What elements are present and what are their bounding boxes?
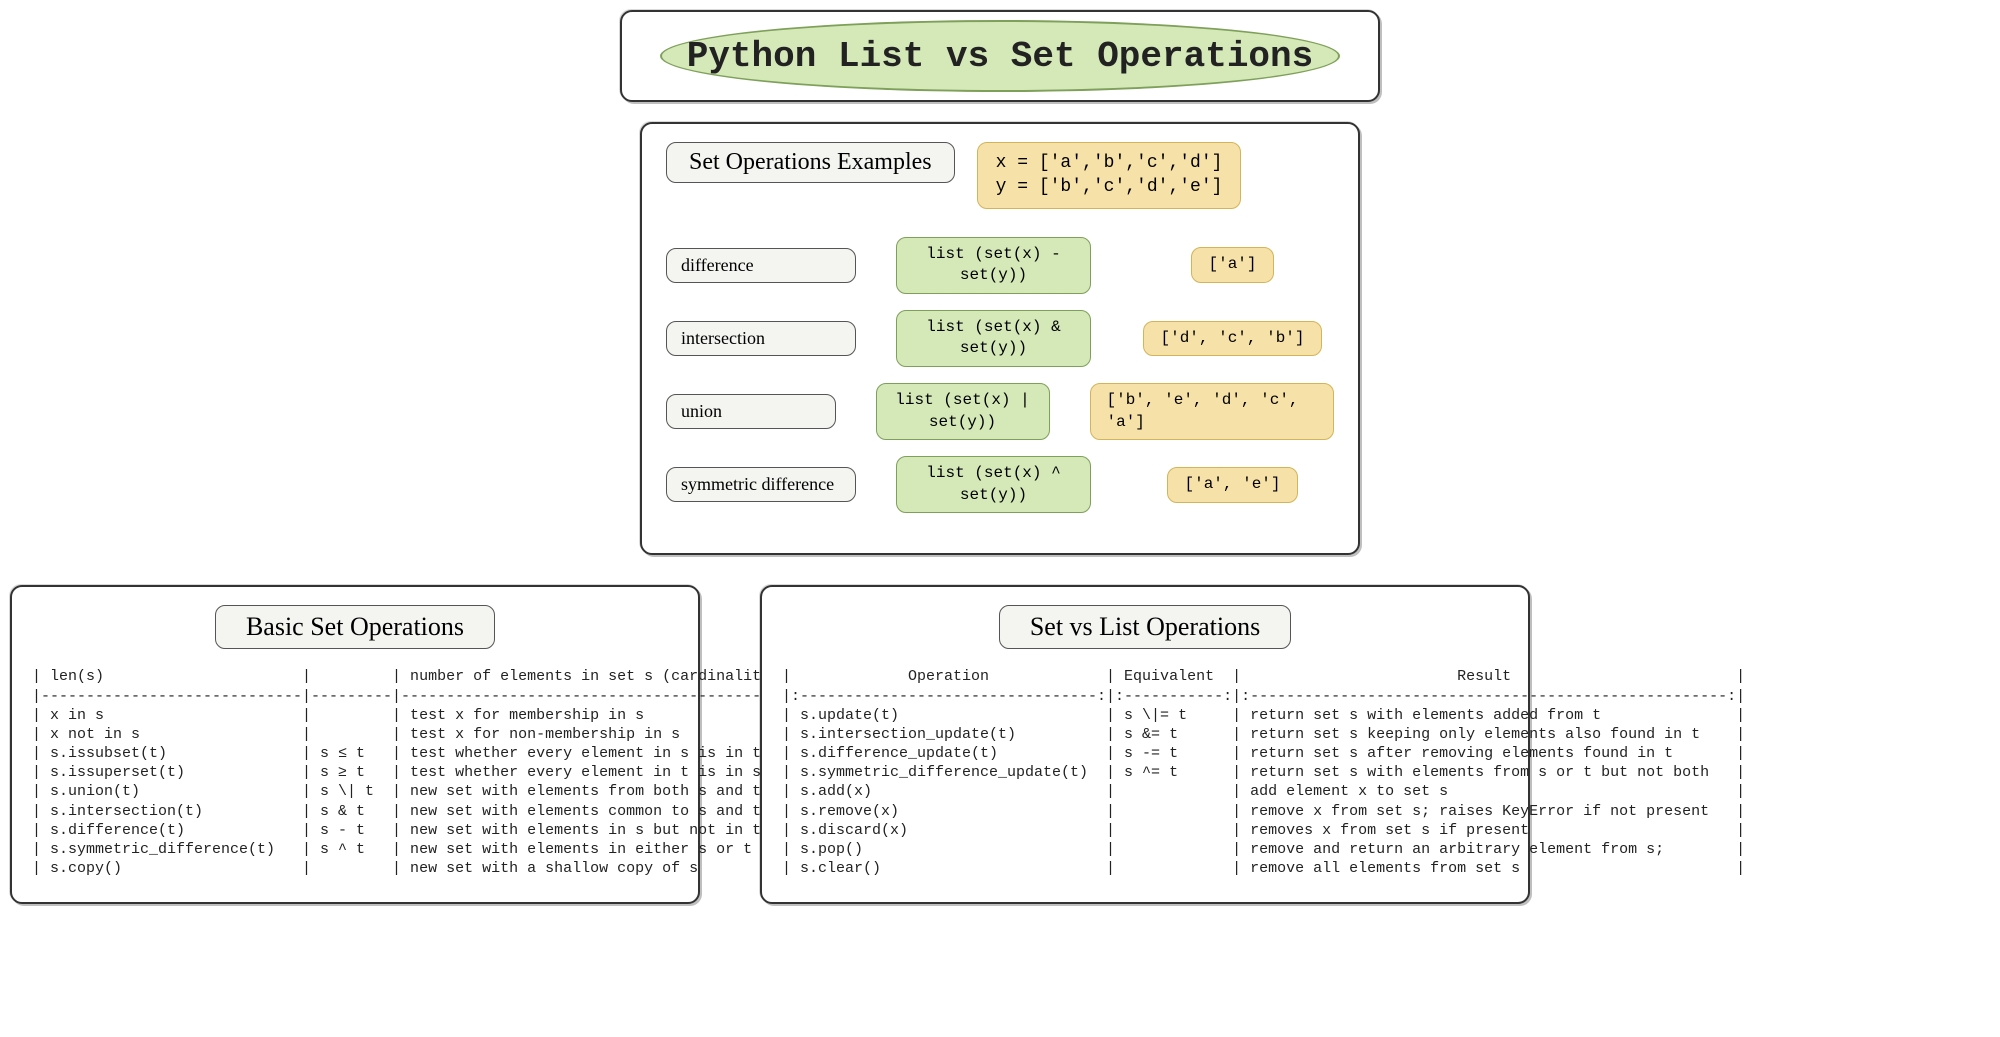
setup-line-2: y = ['b','c','d','e'] [996, 175, 1223, 199]
examples-panel: Set Operations Examples x = ['a','b','c'… [640, 122, 1360, 555]
operation-code: list (set(x) - set(y)) [896, 237, 1091, 294]
highlight-box [32, 704, 302, 881]
operation-name: symmetric difference [666, 467, 856, 502]
operation-code: list (set(x) | set(y)) [876, 383, 1050, 440]
operation-name: union [666, 394, 836, 429]
basic-set-ops-panel: Basic Set Operations | len(s) | | number… [10, 585, 700, 904]
highlight-box [782, 704, 1106, 881]
set-vs-list-title: Set vs List Operations [999, 605, 1291, 649]
basic-set-ops-title: Basic Set Operations [215, 605, 495, 649]
examples-heading: Set Operations Examples [666, 142, 955, 183]
example-row: union list (set(x) | set(y)) ['b', 'e', 'd… [666, 383, 1334, 440]
operation-name: intersection [666, 321, 856, 356]
operation-result: ['a'] [1191, 247, 1273, 283]
operation-result: ['b', 'e', 'd', 'c', 'a'] [1090, 383, 1335, 440]
title-panel: Python List vs Set Operations [620, 10, 1380, 102]
example-row: difference list (set(x) - set(y)) ['a'] [666, 237, 1334, 294]
example-row: intersection list (set(x) & set(y)) ['d', … [666, 310, 1334, 367]
operation-code: list (set(x) & set(y)) [896, 310, 1091, 367]
operation-name: difference [666, 248, 856, 283]
setup-line-1: x = ['a','b','c','d'] [996, 151, 1223, 175]
operation-code: list (set(x) ^ set(y)) [896, 456, 1091, 513]
examples-setup-code: x = ['a','b','c','d'] y = ['b','c','d','… [977, 142, 1242, 209]
set-vs-list-table: | Operation | Equivalent | Result | |:--… [782, 667, 1508, 878]
operation-result: ['a', 'e'] [1167, 467, 1297, 503]
basic-set-ops-table: | len(s) | | number of elements in set s… [32, 667, 678, 878]
title-ellipse: Python List vs Set Operations [660, 20, 1340, 92]
set-vs-list-panel: Set vs List Operations | Operation | Equ… [760, 585, 1530, 904]
example-row: symmetric difference list (set(x) ^ set(y… [666, 456, 1334, 513]
operation-result: ['d', 'c', 'b'] [1143, 321, 1321, 357]
